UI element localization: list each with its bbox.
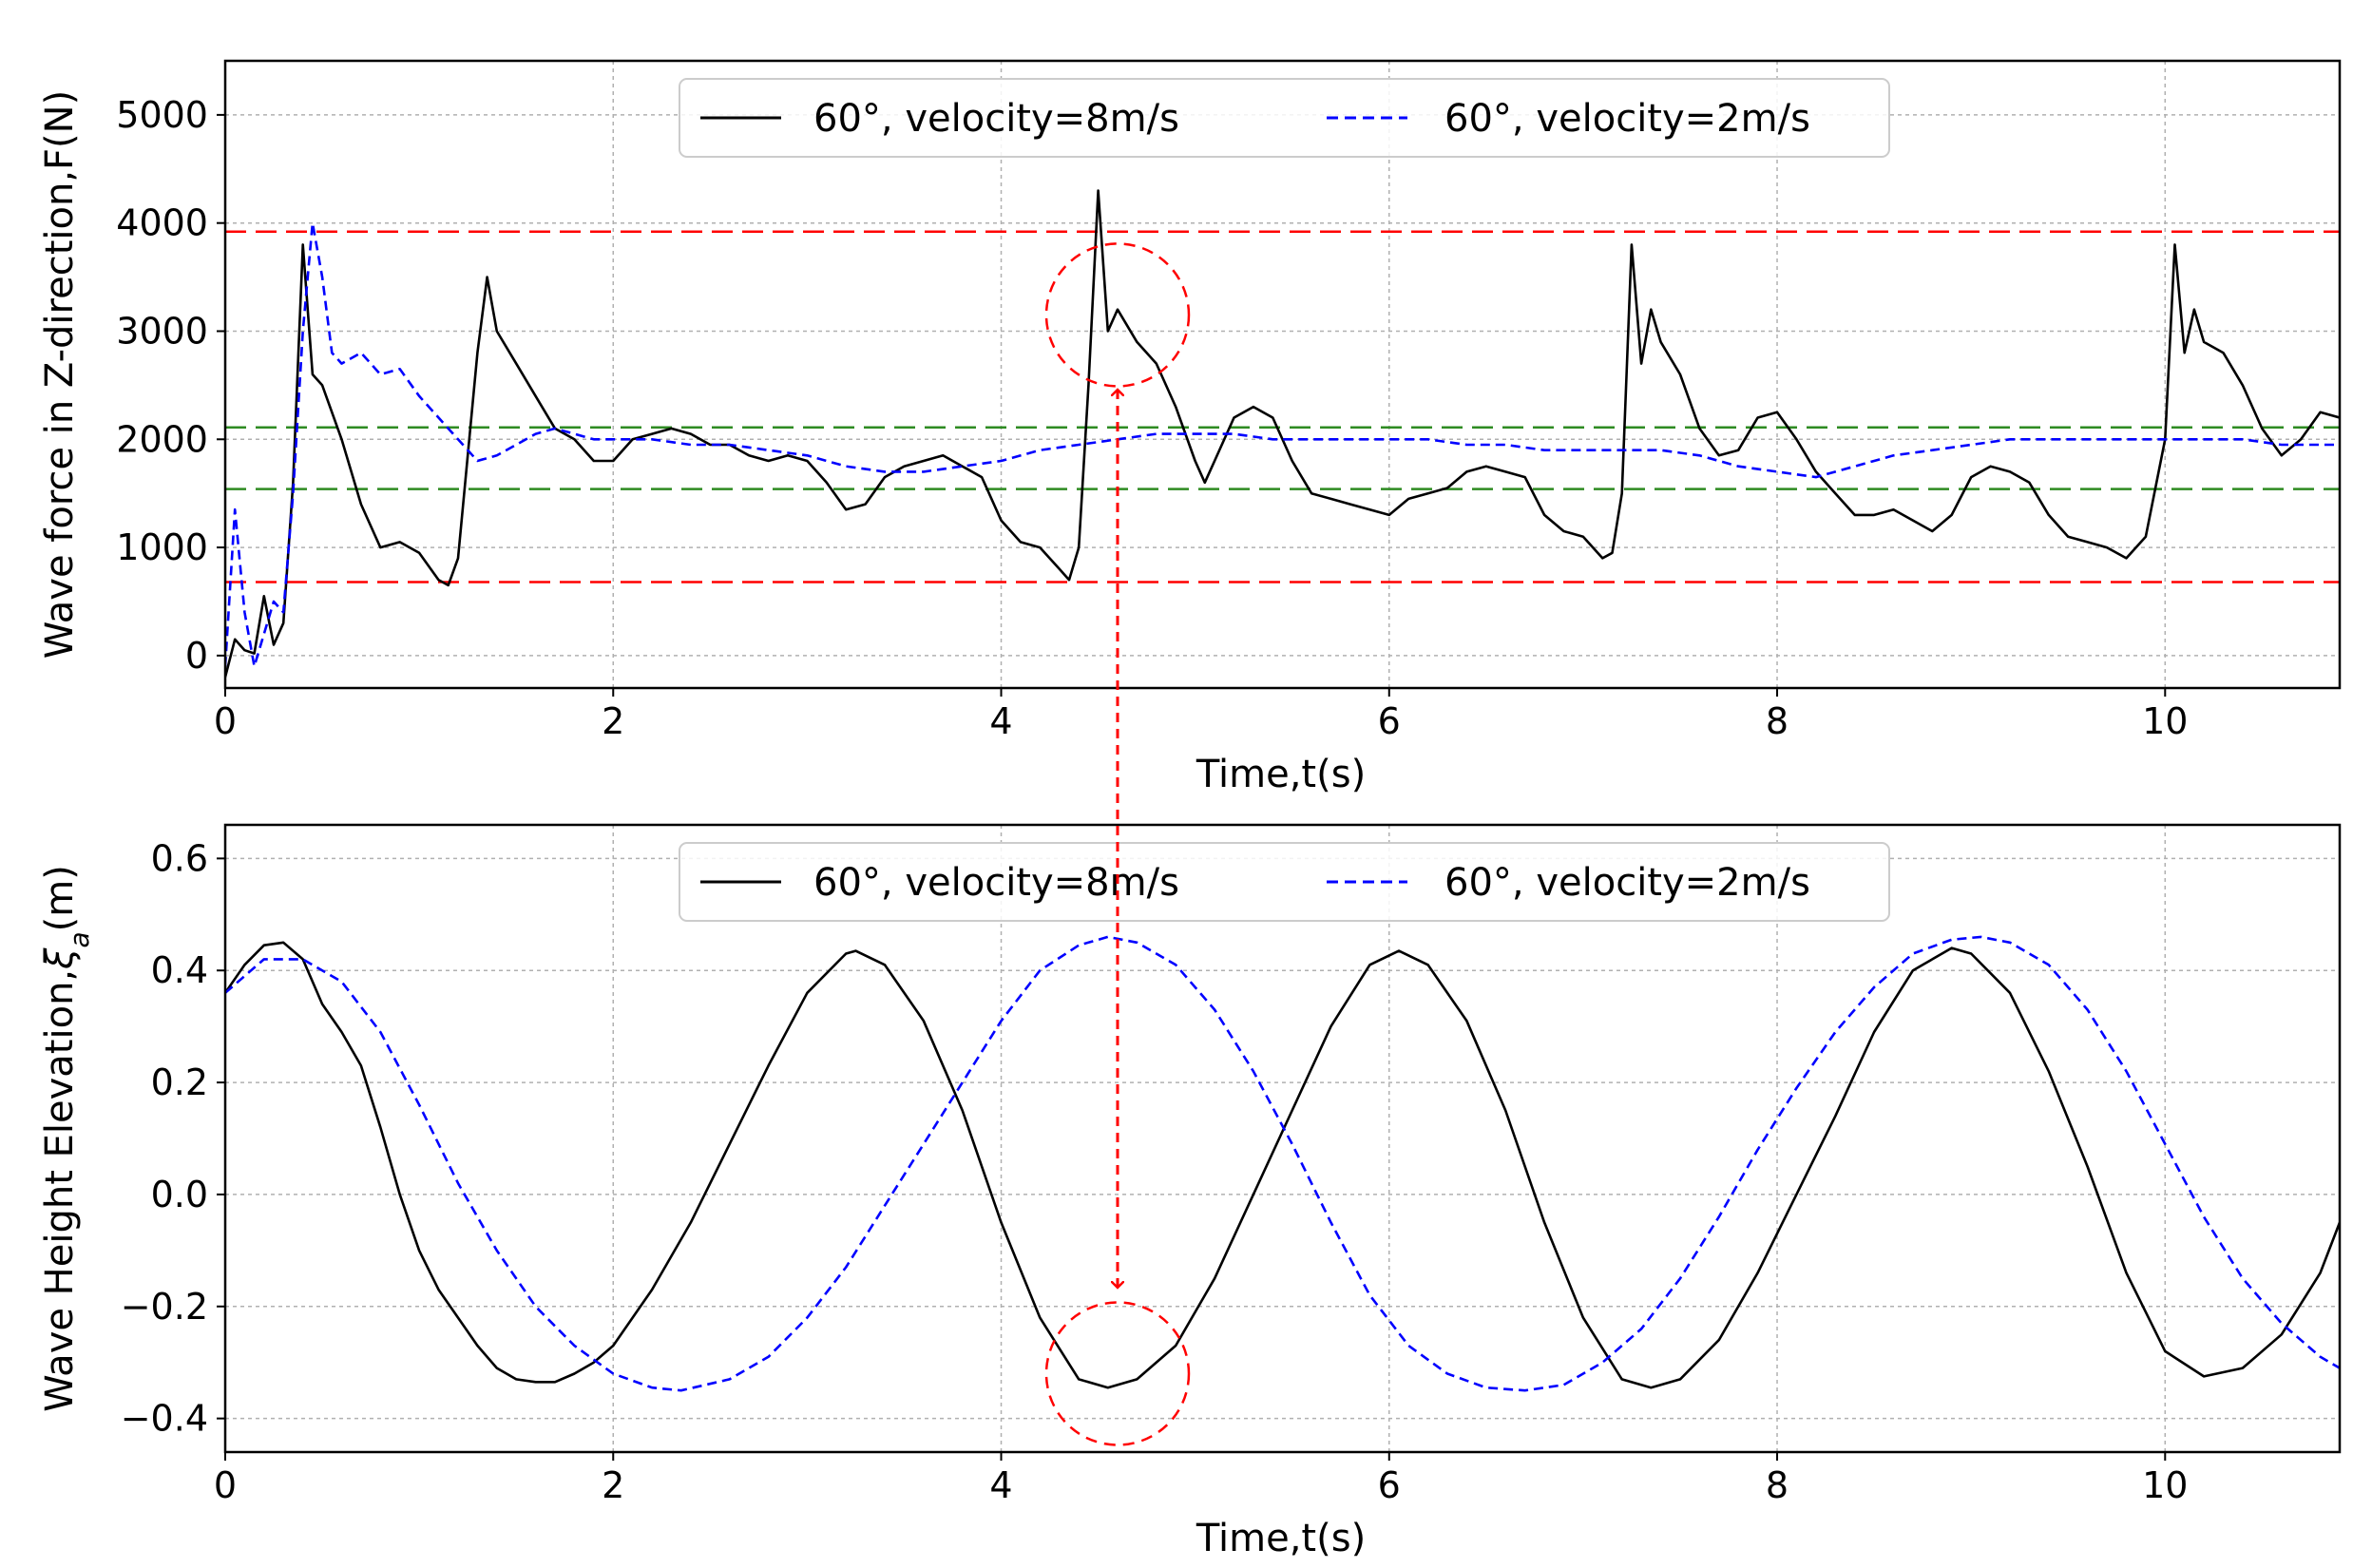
y-axis-label-text: Wave Height Elevation, xyxy=(38,969,82,1412)
y-tick-labels: −0.4 −0.2 0.0 0.2 0.4 0.6 xyxy=(121,837,225,1440)
x-axis-label: Time,t(s) xyxy=(1196,1517,1366,1560)
highlight-circle xyxy=(1044,1301,1191,1446)
x-tick-label: 10 xyxy=(2142,700,2188,742)
legend-box xyxy=(679,78,1890,158)
y-tick-label: 2000 xyxy=(116,418,208,460)
legend-label-2ms: 60°, velocity=2m/s xyxy=(1444,97,1810,141)
y-tick-label: 0 xyxy=(185,635,208,677)
y-tick-label: 5000 xyxy=(116,94,208,136)
y-tick-label: 0.0 xyxy=(151,1174,208,1215)
y-tick-labels: 0 1000 2000 3000 4000 5000 xyxy=(116,94,225,677)
series-line-0 xyxy=(225,189,2340,678)
series-line-1 xyxy=(225,221,2340,668)
x-tick-label: 4 xyxy=(989,1464,1012,1506)
x-axis-label: Time,t(s) xyxy=(1196,753,1366,796)
y-tick-label: −0.2 xyxy=(121,1286,208,1328)
y-tick-label: 0.2 xyxy=(151,1061,208,1103)
y-axis-label-symbol: ξ xyxy=(38,947,82,970)
x-tick-label: 8 xyxy=(1766,1464,1789,1506)
legend-box xyxy=(679,842,1890,922)
y-tick-label: −0.4 xyxy=(121,1398,208,1440)
x-tick-label: 2 xyxy=(602,1464,624,1506)
annotations xyxy=(1044,242,1191,388)
legend-label-2ms: 60°, velocity=2m/s xyxy=(1444,861,1810,905)
x-tick-label: 10 xyxy=(2142,1464,2188,1506)
x-tick-label: 0 xyxy=(214,700,237,742)
x-tick-label: 6 xyxy=(1378,700,1401,742)
reference-lines xyxy=(225,230,2340,583)
y-axis-label: Wave Height Elevation,ξa(m) xyxy=(38,865,95,1412)
x-tick-label: 2 xyxy=(602,700,624,742)
x-tick-label: 8 xyxy=(1766,700,1789,742)
legend: 60°, velocity=8m/s 60°, velocity=2m/s xyxy=(679,842,1890,922)
highlight-circle xyxy=(1044,242,1191,388)
x-tick-labels: 0 2 4 6 8 10 xyxy=(214,1452,2188,1506)
wave-elevation-chart: −0.4 −0.2 0.0 0.2 0.4 0.6 0 2 4 6 8 10 Time,t(s) W… xyxy=(38,823,2342,1560)
x-tick-labels: 0 2 4 6 8 10 xyxy=(214,688,2188,742)
y-axis-label-unit: (m) xyxy=(38,865,82,931)
legend: 60°, velocity=8m/s 60°, velocity=2m/s xyxy=(679,78,1890,158)
y-axis-label-subscript: a xyxy=(64,931,95,947)
x-tick-label: 6 xyxy=(1378,1464,1401,1506)
y-tick-label: 4000 xyxy=(116,202,208,244)
y-tick-label: 3000 xyxy=(116,310,208,352)
legend-label-8ms: 60°, velocity=8m/s xyxy=(813,97,1179,141)
series-line-1 xyxy=(225,935,2340,1392)
y-tick-label: 1000 xyxy=(116,526,208,568)
grid-lines xyxy=(224,825,2340,1452)
legend-label-8ms: 60°, velocity=8m/s xyxy=(813,861,1179,905)
y-axis-label: Wave force in Z-direction,F(N) xyxy=(38,90,82,659)
plot-frame xyxy=(223,59,2342,690)
y-tick-label: 0.6 xyxy=(151,837,208,879)
annotations xyxy=(1044,1301,1191,1446)
series-line-0 xyxy=(225,941,2340,1389)
series-lines xyxy=(225,935,2340,1392)
x-tick-label: 0 xyxy=(214,1464,237,1506)
series-lines xyxy=(225,189,2340,678)
x-tick-label: 4 xyxy=(989,700,1012,742)
y-tick-label: 0.4 xyxy=(151,949,208,991)
plot-frame xyxy=(223,823,2342,1454)
